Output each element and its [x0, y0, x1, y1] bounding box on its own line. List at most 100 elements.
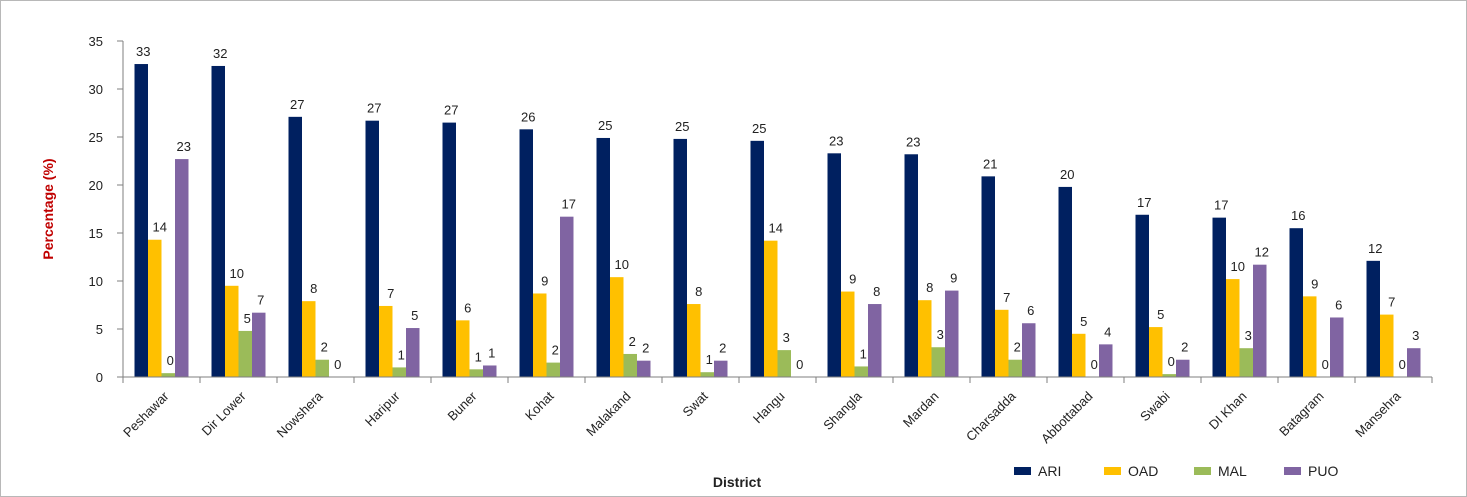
data-label-ari: 23	[829, 133, 843, 148]
legend-swatch-oad	[1104, 467, 1121, 475]
bar-ari	[1212, 217, 1226, 377]
bar-puo	[1253, 264, 1267, 377]
bar-ari	[1135, 214, 1149, 377]
bar-ari	[1058, 186, 1072, 377]
data-label-ari: 27	[367, 101, 381, 116]
y-axis-ticks: 0 5 10 15 20 25 30 35	[89, 34, 123, 385]
bar-mal	[161, 373, 175, 377]
category-label: Swabi	[1137, 388, 1173, 424]
data-label-mal: 2	[629, 334, 636, 349]
data-label-oad: 8	[310, 281, 317, 296]
data-label-oad: 10	[230, 266, 244, 281]
category-label: Haripur	[362, 388, 403, 429]
bar-puo	[406, 328, 420, 377]
data-label-mal: 3	[1245, 328, 1252, 343]
bar-oad	[225, 285, 239, 377]
data-label-ari: 33	[136, 44, 150, 59]
data-label-oad: 6	[464, 300, 471, 315]
bar-oad	[995, 309, 1009, 377]
category-label: Dir Lower	[199, 388, 249, 438]
bar-ari	[981, 176, 995, 377]
data-label-mal: 0	[1091, 357, 1098, 372]
category-label: Swat	[680, 388, 711, 419]
bar-ari	[1289, 228, 1303, 377]
category-label: Batagram	[1276, 389, 1326, 439]
y-axis-title: Percentage (%)	[40, 158, 56, 259]
legend-swatch-puo	[1284, 467, 1301, 475]
data-label-ari: 25	[598, 118, 612, 133]
data-label-ari: 27	[290, 97, 304, 112]
bar-ari	[442, 122, 456, 377]
bar-oad	[1149, 327, 1163, 377]
data-label-mal: 1	[475, 349, 482, 364]
data-label-oad: 10	[1231, 259, 1245, 274]
y-tick-label: 10	[89, 274, 103, 289]
data-label-ari: 27	[444, 103, 458, 118]
data-label-oad: 9	[849, 272, 856, 287]
bar-oad	[687, 304, 701, 377]
data-label-puo: 7	[257, 293, 264, 308]
category-label: Hangu	[750, 389, 788, 427]
data-label-puo: 2	[642, 341, 649, 356]
y-tick-label: 25	[89, 130, 103, 145]
data-label-oad: 5	[1080, 314, 1087, 329]
bar-mal	[1162, 374, 1176, 377]
data-label-oad: 7	[1388, 295, 1395, 310]
category-labels: Peshawar Dir Lower Nowshera Haripur Buner Koh…	[120, 388, 1404, 446]
data-label-oad: 9	[1311, 276, 1318, 291]
category-label: Shangla	[820, 388, 865, 433]
bar-oad	[1226, 279, 1240, 377]
bar-ari	[134, 64, 148, 377]
data-label-puo: 2	[719, 341, 726, 356]
bar-puo	[1099, 344, 1113, 377]
data-label-puo: 4	[1104, 324, 1111, 339]
bar-ari	[211, 65, 225, 378]
category-label: Charsadda	[963, 388, 1019, 444]
data-label-mal: 1	[860, 346, 867, 361]
category-label: Nowshera	[274, 388, 327, 441]
data-label-puo: 0	[334, 357, 341, 372]
bar-oad	[764, 240, 778, 377]
data-label-mal: 3	[783, 330, 790, 345]
bar-mal	[623, 353, 637, 377]
data-label-mal: 2	[321, 340, 328, 355]
data-label-ari: 25	[752, 121, 766, 136]
bar-mal	[1008, 359, 1022, 377]
data-label-mal: 1	[398, 347, 405, 362]
bar-ari	[1366, 260, 1380, 377]
category-label: Peshawar	[120, 388, 172, 440]
legend-label-oad: OAD	[1128, 463, 1158, 479]
data-label-puo: 6	[1335, 297, 1342, 312]
y-tick-label: 30	[89, 82, 103, 97]
data-label-oad: 14	[153, 220, 167, 235]
bar-oad	[148, 239, 162, 377]
data-label-ari: 16	[1291, 208, 1305, 223]
legend-label-ari: ARI	[1038, 463, 1061, 479]
data-label-puo: 1	[488, 345, 495, 360]
data-label-mal: 0	[1399, 357, 1406, 372]
data-label-puo: 12	[1255, 245, 1269, 260]
data-label-ari: 20	[1060, 167, 1074, 182]
legend-label-mal: MAL	[1218, 463, 1247, 479]
data-label-ari: 21	[983, 156, 997, 171]
bar-puo	[637, 360, 651, 377]
bar-puo	[945, 290, 959, 377]
bar-oad	[302, 301, 316, 377]
data-label-ari: 32	[213, 46, 227, 61]
bar-oad	[1072, 333, 1086, 377]
category-label: DI Khan	[1206, 389, 1250, 433]
y-tick-label: 0	[96, 370, 103, 385]
bar-oad	[456, 320, 470, 377]
bar-ari	[827, 153, 841, 377]
bar-puo	[1330, 317, 1344, 377]
bar-puo	[483, 365, 497, 377]
data-label-oad: 9	[541, 273, 548, 288]
data-label-oad: 14	[769, 221, 783, 236]
bar-mal	[469, 369, 483, 377]
axes	[122, 41, 1433, 383]
x-axis-title: District	[713, 474, 762, 490]
data-label-ari: 23	[906, 134, 920, 149]
